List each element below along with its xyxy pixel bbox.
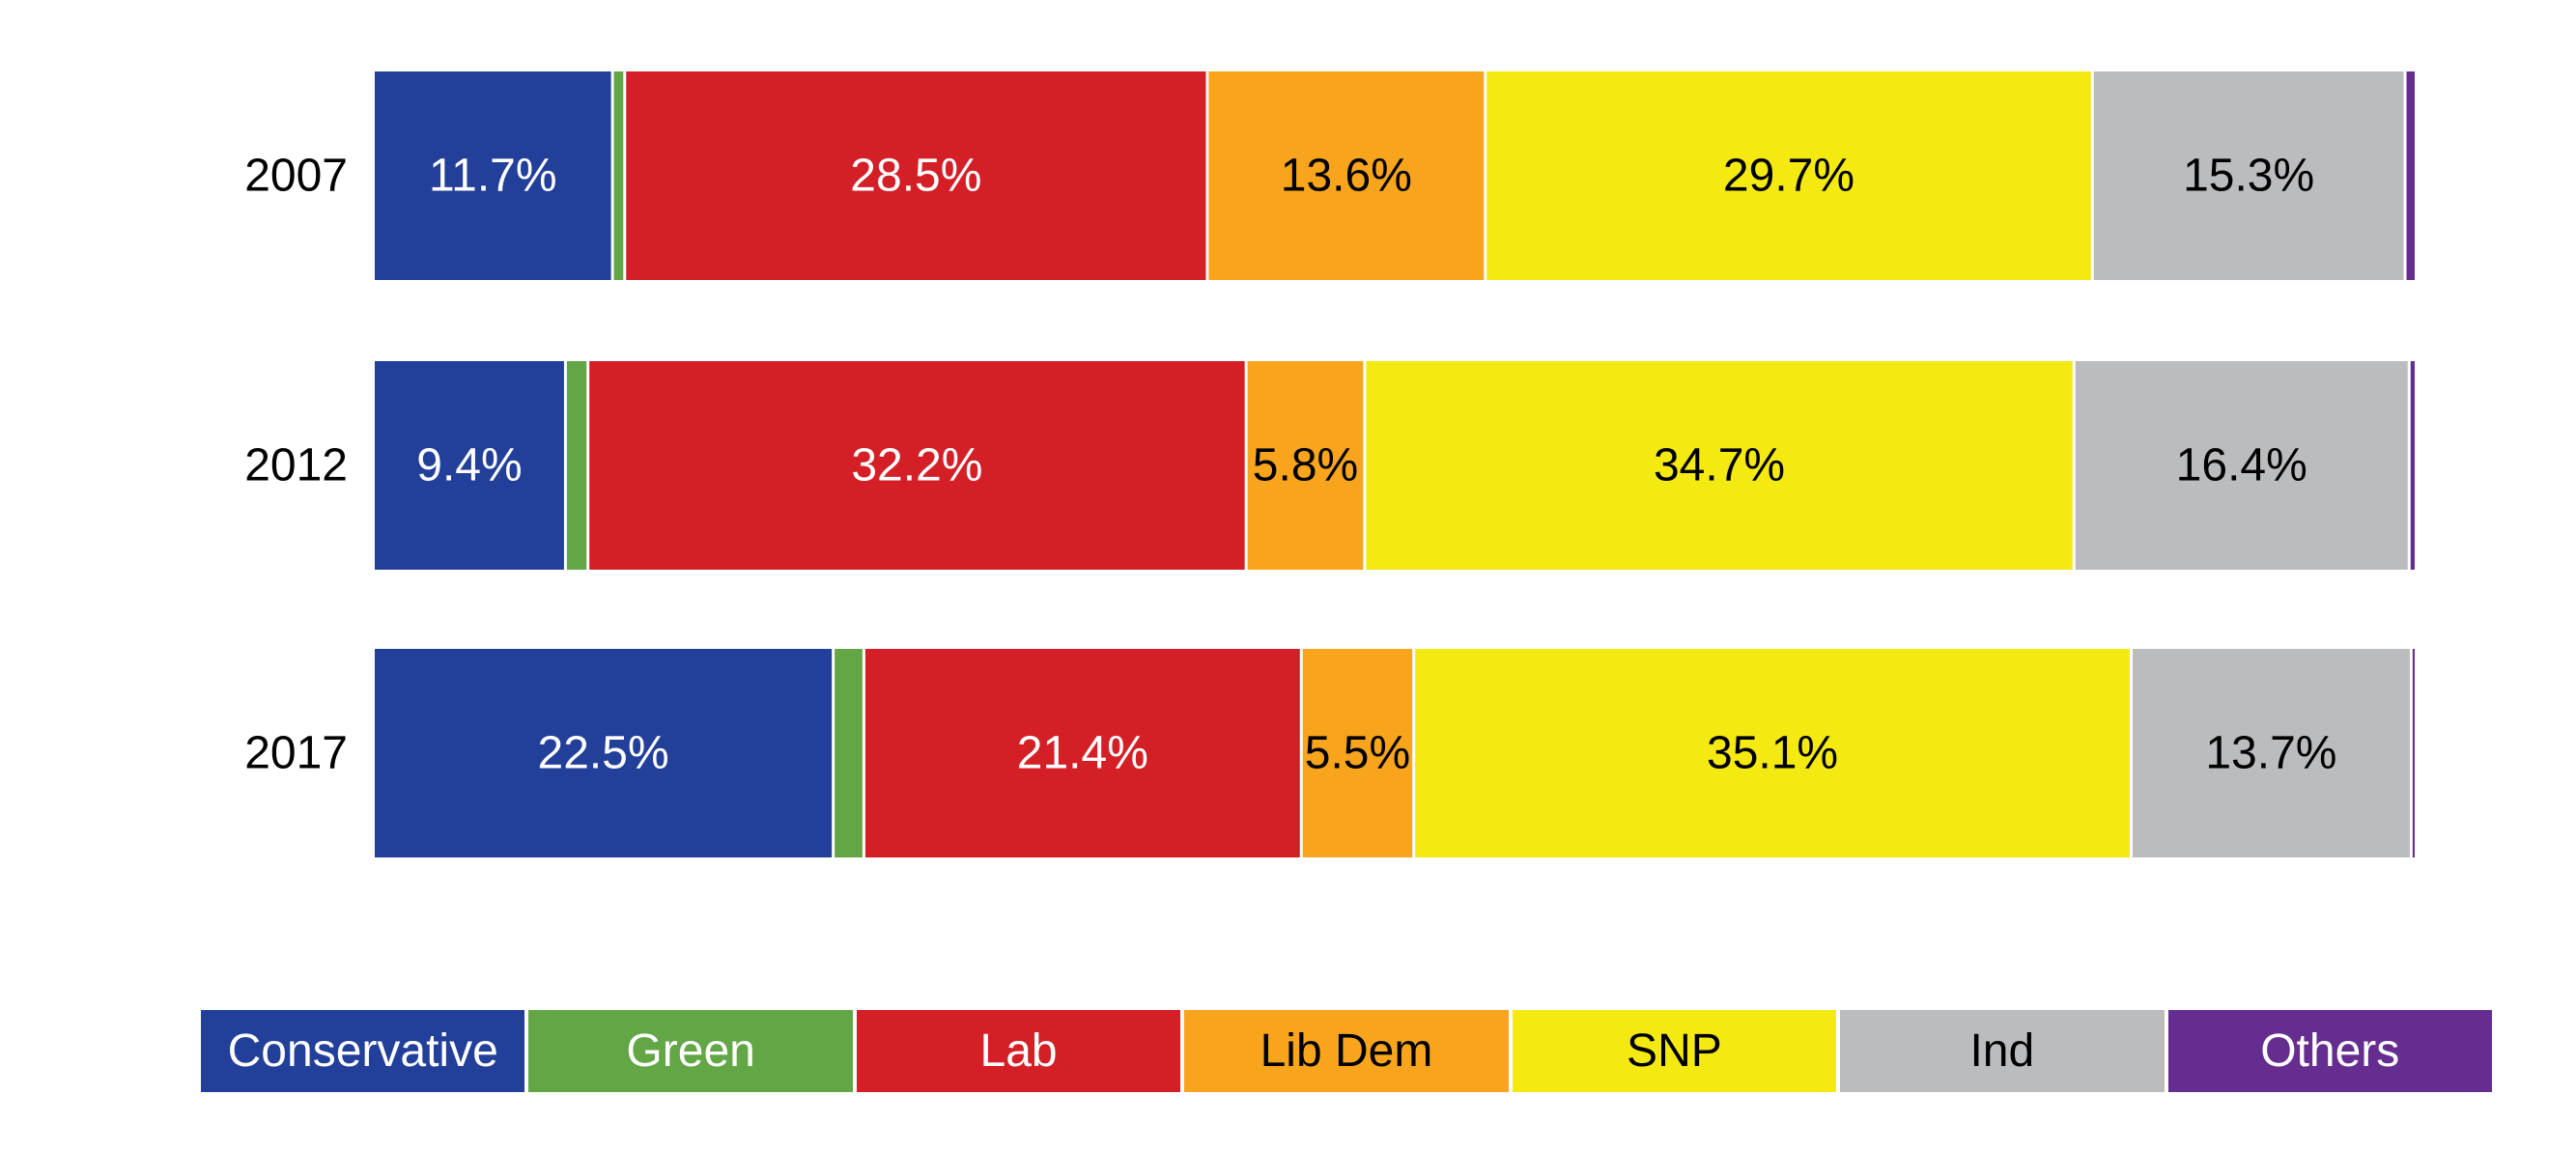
data-label-ind-2007: 15.3% (2183, 151, 2314, 202)
bar-segment-snp-2012 (1366, 361, 2073, 570)
bar-segment-green-2012 (566, 361, 587, 570)
data-label-lib-dem-2007: 13.6% (1281, 151, 1412, 202)
bar-segment-lib-dem-2017 (1302, 649, 1413, 857)
legend-item-green: Green (528, 1010, 853, 1092)
bar-segment-conservative-2012 (375, 361, 564, 570)
legend-item-lab: Lab (856, 1010, 1181, 1092)
data-label-lab-2017: 21.4% (1017, 728, 1148, 779)
bar-segment-green-2017 (835, 649, 863, 857)
bar-segment-ind-2017 (2132, 649, 2410, 857)
data-label-snp-2007: 29.7% (1723, 151, 1854, 202)
legend-item-others: Others (2167, 1010, 2492, 1092)
bar-segment-conservative-2007 (375, 71, 611, 280)
category-label-2007: 2007 (244, 151, 348, 202)
bar-segment-lab-2007 (626, 71, 1206, 280)
data-label-conservative-2007: 11.7% (429, 151, 557, 202)
bar-segment-others-2007 (2406, 71, 2415, 280)
bar-segment-conservative-2017 (375, 649, 833, 857)
category-label-2017: 2017 (244, 728, 348, 779)
data-label-lib-dem-2017: 5.5% (1305, 728, 1410, 779)
bar-segment-lib-dem-2012 (1247, 361, 1364, 570)
bar-segment-snp-2007 (1486, 71, 2091, 280)
bar-segment-lib-dem-2007 (1208, 71, 1485, 280)
legend: Conservative Green Lab Lib Dem SNP Ind Others (201, 1010, 2492, 1092)
bar-segment-snp-2017 (1415, 649, 2130, 857)
data-label-conservative-2017: 22.5% (538, 728, 669, 779)
data-label-ind-2012: 16.4% (2176, 440, 2307, 491)
data-label-snp-2012: 34.7% (1654, 440, 1785, 491)
data-label-lib-dem-2012: 5.8% (1253, 440, 1358, 491)
data-label-lab-2007: 28.5% (850, 151, 981, 202)
data-label-snp-2017: 35.1% (1707, 728, 1838, 779)
bar-segment-others-2017 (2412, 649, 2415, 857)
bar-segment-ind-2012 (2075, 361, 2408, 570)
legend-item-snp: SNP (1512, 1010, 1837, 1092)
data-label-conservative-2012: 9.4% (416, 440, 522, 491)
legend-item-ind: Ind (1840, 1010, 2165, 1092)
bar-segment-others-2012 (2410, 361, 2415, 570)
data-label-ind-2017: 13.7% (2205, 728, 2336, 779)
legend-item-lib-dem: Lib Dem (1184, 1010, 1509, 1092)
bar-segment-lab-2017 (864, 649, 1300, 857)
bar-segment-ind-2007 (2093, 71, 2404, 280)
bar-segment-green-2007 (613, 71, 624, 280)
category-label-2012: 2012 (244, 440, 348, 491)
bar-segment-lab-2012 (589, 361, 1245, 570)
legend-item-conservative: Conservative (201, 1010, 525, 1092)
data-label-lab-2012: 32.2% (851, 440, 982, 491)
